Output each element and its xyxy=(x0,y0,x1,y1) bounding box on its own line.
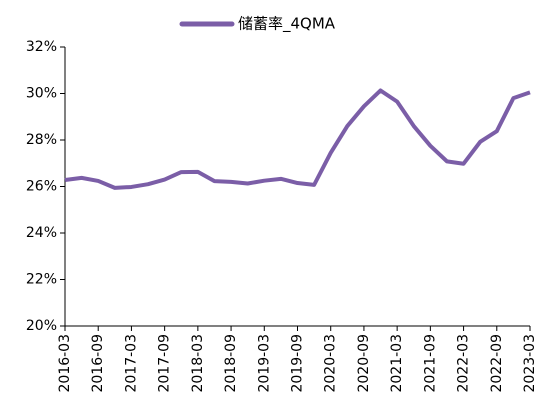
x-tick-label: 2020-09 xyxy=(356,334,372,393)
y-tick-label: 32% xyxy=(26,39,57,55)
y-tick-label: 26% xyxy=(26,179,57,195)
x-tick-label: 2016-03 xyxy=(57,334,73,393)
y-tick-label: 24% xyxy=(26,225,57,241)
x-tick-label: 2018-09 xyxy=(223,334,239,393)
y-tick-label: 28% xyxy=(26,132,57,148)
x-tick-label: 2017-03 xyxy=(123,334,139,393)
x-tick-label: 2019-09 xyxy=(290,334,306,393)
x-tick-label: 2016-09 xyxy=(90,334,106,393)
x-tick-label: 2020-03 xyxy=(323,334,339,393)
y-tick-label: 30% xyxy=(26,86,57,102)
y-tick-label: 22% xyxy=(26,272,57,288)
x-tick-label: 2017-09 xyxy=(157,334,173,393)
x-tick-label: 2018-03 xyxy=(190,334,206,393)
y-tick-label: 20% xyxy=(26,318,57,334)
legend-label: 储蓄率_4QMA xyxy=(238,15,336,34)
x-tick-label: 2022-09 xyxy=(489,334,505,393)
x-tick-label: 2019-03 xyxy=(256,334,272,393)
x-tick-label: 2023-03 xyxy=(522,334,538,393)
x-tick-label: 2022-03 xyxy=(456,334,472,393)
data-line xyxy=(64,88,531,190)
x-tick-label: 2021-09 xyxy=(422,334,438,393)
x-tick-label: 2021-03 xyxy=(389,334,405,393)
